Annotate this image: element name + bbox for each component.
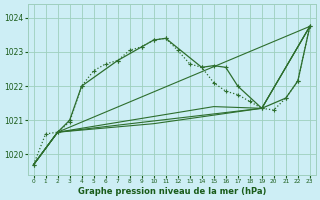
X-axis label: Graphe pression niveau de la mer (hPa): Graphe pression niveau de la mer (hPa): [77, 187, 266, 196]
